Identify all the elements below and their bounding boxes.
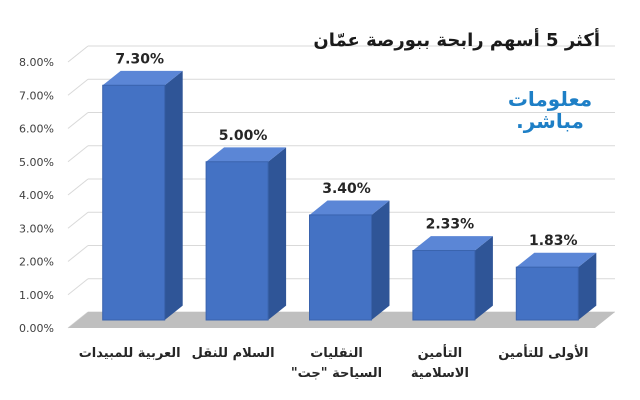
gridline-side	[67, 78, 89, 96]
gridline-side	[67, 112, 89, 129]
data-label: 5.00%	[219, 128, 268, 144]
gridline-side	[67, 245, 89, 262]
bar	[309, 214, 372, 321]
x-tick-label: التأمين	[418, 344, 463, 361]
data-label: 1.83%	[529, 233, 578, 249]
gridline-side	[67, 211, 89, 229]
y-tick-label: 8.00%	[19, 56, 54, 69]
gridline-side	[67, 278, 89, 296]
bar-top	[206, 147, 287, 162]
x-tick-label: الاسلامية	[411, 366, 469, 381]
y-tick-label: 0.00%	[19, 322, 54, 335]
bar	[515, 266, 579, 321]
bar-top	[102, 70, 183, 86]
gridline-side	[67, 45, 89, 63]
bar-side	[474, 236, 493, 320]
data-label: 2.33%	[426, 217, 475, 233]
y-tick-label: 6.00%	[19, 123, 54, 136]
logo-line-1: معلومات	[507, 87, 593, 111]
bar-side	[371, 200, 390, 320]
y-tick-label: 5.00%	[19, 156, 54, 169]
bar-top	[516, 252, 597, 268]
x-tick-label: الأولى للتأمين	[498, 344, 588, 361]
x-tick-label: السياحة "جت"	[291, 366, 382, 381]
bar-top	[412, 236, 493, 251]
x-tick-label: السلام للنقل	[192, 346, 275, 361]
gridline-side	[67, 145, 89, 163]
data-label: 3.40%	[322, 181, 371, 197]
bar	[102, 84, 166, 321]
gridline-side	[67, 178, 89, 196]
y-tick-label: 4.00%	[19, 189, 54, 202]
bar	[412, 250, 476, 321]
bar	[205, 161, 269, 321]
data-label: 7.30%	[115, 51, 164, 67]
bar-side	[164, 70, 183, 320]
x-tick-label: العربية للمبيدات	[79, 346, 181, 361]
bar-side	[268, 147, 287, 320]
y-tick-label: 7.00%	[19, 89, 54, 102]
logo: معلومات مباشر.	[500, 88, 600, 132]
y-tick-label: 3.00%	[19, 222, 54, 235]
logo-line-2: مباشر.	[516, 109, 584, 133]
y-tick-label: 1.00%	[19, 289, 54, 302]
y-tick-label: 2.00%	[19, 256, 54, 269]
bar-side	[578, 252, 597, 320]
x-tick-label: النقليات	[310, 346, 363, 361]
bar-top	[309, 200, 390, 215]
chart-title: أكثر 5 أسهم رابحة ببورصة عمّان	[313, 30, 600, 51]
